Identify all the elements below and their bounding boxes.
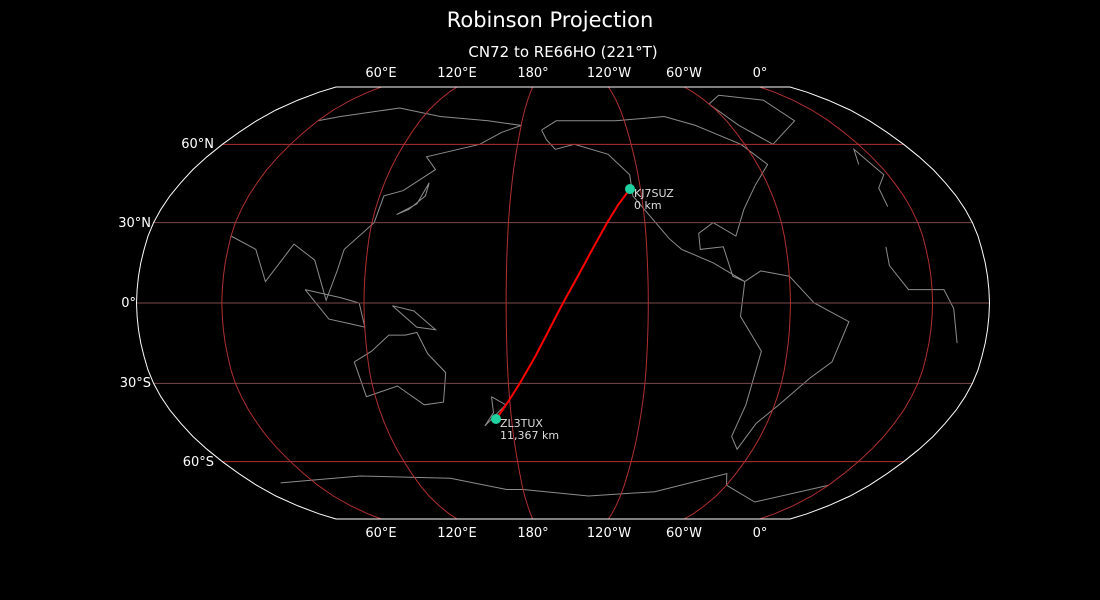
station-label-kj7suz: KJ7SUZ xyxy=(634,187,674,200)
coastline xyxy=(708,94,796,145)
coastline xyxy=(353,331,447,406)
lon-tick: 0° xyxy=(753,66,768,81)
coastline xyxy=(392,305,438,331)
station-marker-kj7suz[interactable] xyxy=(625,184,635,194)
coastline xyxy=(885,246,958,344)
lon-ticks-top: 60°E 120°E 180° 120°W 60°W 0° xyxy=(365,66,767,81)
lat-tick: 60°S xyxy=(183,455,214,470)
meridian-line xyxy=(363,86,458,520)
coastline xyxy=(304,289,366,328)
coastlines xyxy=(230,94,958,503)
station-distance-zl3tux: 11,367 km xyxy=(500,429,559,442)
meridian-line xyxy=(683,86,792,520)
coastline xyxy=(396,182,430,216)
lat-tick: 30°S xyxy=(120,376,151,391)
station-distance-kj7suz: 0 km xyxy=(634,199,662,212)
great-circle-path xyxy=(496,188,631,419)
map-subtitle: CN72 to RE66HO (221°T) xyxy=(468,43,658,61)
lon-tick: 120°E xyxy=(437,526,477,541)
lon-tick: 60°E xyxy=(365,66,396,81)
lon-tick: 0° xyxy=(753,526,768,541)
map-title: Robinson Projection xyxy=(446,8,654,32)
coastline xyxy=(280,473,829,503)
meridian-line xyxy=(759,86,934,520)
coastline xyxy=(230,107,522,302)
meridian-line xyxy=(607,86,649,520)
lon-tick: 60°E xyxy=(365,526,396,541)
meridian-line xyxy=(221,86,382,520)
lon-tick: 180° xyxy=(517,66,548,81)
coastline xyxy=(852,147,889,207)
lon-tick: 120°W xyxy=(587,526,631,541)
lat-tick: 30°N xyxy=(118,216,151,231)
lon-tick: 180° xyxy=(517,526,548,541)
lon-tick: 120°E xyxy=(437,66,477,81)
lon-tick: 120°W xyxy=(587,66,631,81)
lon-ticks-bottom: 60°E 120°E 180° 120°W 60°W 0° xyxy=(365,526,767,541)
lat-tick: 60°N xyxy=(181,137,214,152)
map-outline xyxy=(135,86,991,520)
lat-tick: 0° xyxy=(121,296,136,311)
lon-tick: 60°W xyxy=(666,66,702,81)
lat-ticks: 60°N 30°N 0° 30°S 60°S xyxy=(118,137,214,470)
coastline xyxy=(541,115,769,283)
meridian-line xyxy=(505,86,534,520)
coastline xyxy=(731,270,850,451)
station-label-zl3tux: ZL3TUX xyxy=(500,417,543,430)
station-marker-zl3tux[interactable] xyxy=(491,414,501,424)
lon-tick: 60°W xyxy=(666,526,702,541)
